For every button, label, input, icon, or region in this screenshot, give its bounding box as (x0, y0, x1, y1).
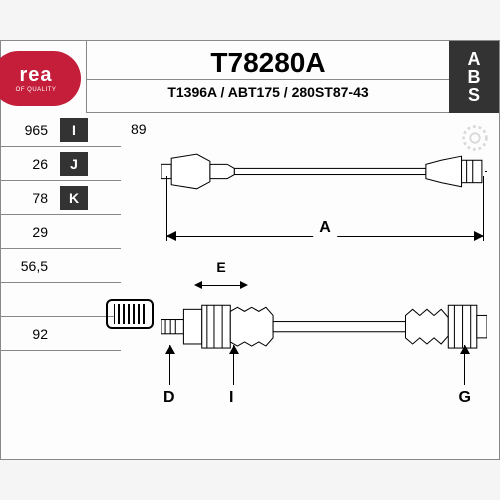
spec-value: 965 (1, 122, 56, 138)
spec-row: 78K (1, 181, 121, 215)
spec-key: K (60, 186, 88, 210)
bottom-dimensions: D I G (161, 371, 487, 411)
spec-value: 78 (1, 190, 56, 206)
abs-badge: A B S (449, 41, 499, 113)
abs-a: A (468, 50, 481, 68)
drive-shaft-top (161, 146, 487, 197)
spec-row: 29 (1, 215, 121, 249)
part-number: T78280A (87, 41, 449, 79)
spline-icon (106, 299, 154, 329)
dim-I-label: I (229, 389, 233, 407)
spec-row: 56,5 (1, 249, 121, 283)
dimension-A: A (166, 221, 484, 251)
spec-key: J (60, 152, 88, 176)
spec-row (1, 283, 121, 317)
spec-table: 965I26J78K2956,592 (1, 113, 121, 351)
dim-A-label: A (313, 219, 337, 237)
spec-key: I (60, 118, 88, 142)
spec-value: 92 (1, 326, 56, 342)
dimension-E: E (196, 259, 246, 279)
brand-tagline: OF QUALITY (16, 87, 57, 93)
spec-value: 26 (1, 156, 56, 172)
title-area: T78280A T1396A / ABT175 / 280ST87-43 (86, 41, 449, 113)
cross-reference: T1396A / ABT175 / 280ST87-43 (87, 79, 449, 100)
brand-logo: rea OF QUALITY (0, 51, 81, 106)
value-89: 89 (131, 121, 147, 137)
spec-sheet: rea OF QUALITY T78280A T1396A / ABT175 /… (0, 40, 500, 460)
spec-value: 56,5 (1, 258, 56, 274)
spec-value: 29 (1, 224, 56, 240)
dim-D-label: D (163, 389, 175, 407)
spec-row: 92 (1, 317, 121, 351)
abs-s: S (468, 86, 480, 104)
drive-shaft-bottom (161, 291, 487, 362)
abs-b: B (468, 68, 481, 86)
dim-E-label: E (216, 259, 225, 275)
spec-row: 26J (1, 147, 121, 181)
dim-G-label: G (459, 389, 471, 407)
spec-row: 965I (1, 113, 121, 147)
brand-name: rea (19, 64, 52, 87)
